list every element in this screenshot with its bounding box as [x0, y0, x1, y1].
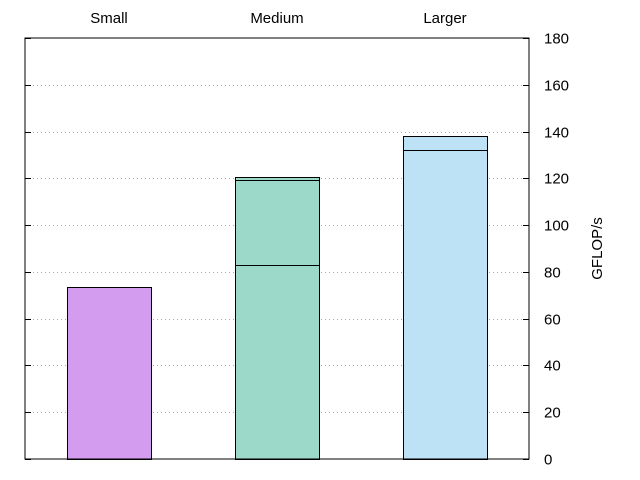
y-tick-label: 180 — [544, 31, 569, 48]
bar-medium — [235, 177, 320, 460]
y-tick-label: 60 — [544, 312, 561, 329]
y-tick-label: 140 — [544, 125, 569, 142]
y-tick-label: 80 — [544, 265, 561, 282]
y-tick-label: 0 — [544, 452, 552, 469]
category-labels: Small Medium Larger — [90, 10, 466, 27]
category-label: Medium — [250, 10, 303, 27]
y-tick-label: 120 — [544, 171, 569, 188]
plot-frame — [24, 37, 530, 460]
category-label: Small — [90, 10, 128, 27]
y-axis-label: GFLOP/s — [589, 217, 606, 280]
y-tick-label: 100 — [544, 218, 569, 235]
y-tick-label: 160 — [544, 78, 569, 95]
category-label: Larger — [423, 10, 466, 27]
bar-larger — [403, 136, 488, 460]
y-tick-label: 40 — [544, 358, 561, 375]
y-axis-ticks: 0 20 40 60 80 100 120 140 160 180 — [25, 31, 569, 469]
bars — [67, 136, 488, 460]
bar-small — [67, 287, 152, 460]
y-tick-label: 20 — [544, 405, 561, 422]
